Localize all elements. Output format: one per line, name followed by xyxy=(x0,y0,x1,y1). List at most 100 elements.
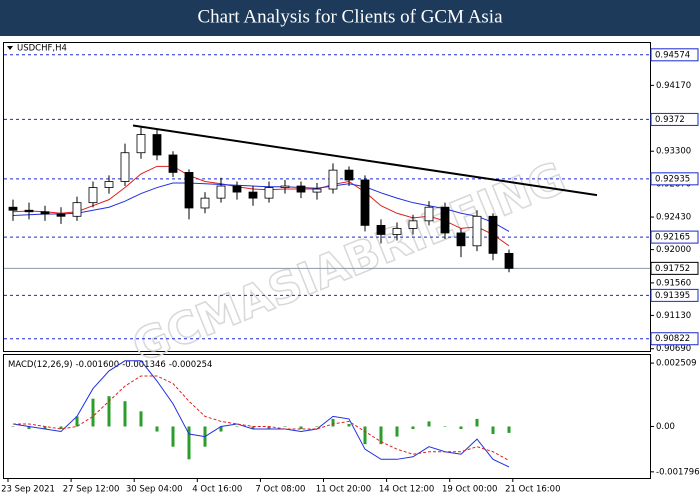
histogram-bar xyxy=(443,426,447,427)
x-tick-label: 19 Oct 00:00 xyxy=(442,485,497,495)
macd-name: MACD(12,26,9) xyxy=(8,360,73,370)
candle-body xyxy=(136,134,146,154)
symbol-label: USDCHF,H4 xyxy=(17,44,67,54)
level-label: 0.91395 xyxy=(655,291,690,301)
y-tick-label: 0.91560 xyxy=(656,278,691,288)
histogram-bar xyxy=(267,426,271,430)
histogram-bar xyxy=(379,426,383,445)
symbol-arrow xyxy=(7,46,13,50)
macd-panel xyxy=(3,354,651,479)
histogram-bar xyxy=(283,426,287,427)
candle-body xyxy=(8,206,18,211)
candle-body xyxy=(88,187,98,204)
candle-body xyxy=(152,134,162,156)
histogram-bar xyxy=(395,426,399,437)
candle-body xyxy=(472,215,482,247)
candle-body xyxy=(280,185,290,188)
level-box xyxy=(650,332,699,346)
histogram-bar xyxy=(491,426,495,435)
candle-body xyxy=(440,206,450,234)
candle-body xyxy=(488,215,498,254)
y-tick-label: 0.92430 xyxy=(656,213,691,223)
candle-body xyxy=(456,232,466,247)
level-label: 0.9372 xyxy=(655,115,685,125)
histogram-bar xyxy=(27,426,31,430)
x-tick-label: 27 Sep 12:00 xyxy=(63,485,120,495)
level-box xyxy=(650,48,699,62)
candle-body xyxy=(40,211,50,215)
histogram-bar xyxy=(315,426,319,427)
candle-body xyxy=(360,179,370,226)
level-box xyxy=(650,172,699,186)
histogram-bar xyxy=(171,426,175,447)
y-tick-label: 0.92000 xyxy=(656,245,691,255)
histogram-bar xyxy=(347,423,351,427)
histogram-bar xyxy=(475,418,479,427)
level-label: 0.94574 xyxy=(655,50,690,60)
candle-body xyxy=(504,252,514,269)
candle-body xyxy=(216,185,226,199)
chart-title: Chart Analysis for Clients of GCM Asia xyxy=(197,6,503,27)
candle-body xyxy=(312,188,322,193)
histogram-bar xyxy=(459,426,463,430)
histogram-bar xyxy=(155,426,159,432)
level-box xyxy=(650,288,699,302)
histogram-bar xyxy=(123,401,127,427)
macd-readout: -0.000254 xyxy=(169,360,213,370)
histogram-bar xyxy=(331,418,335,427)
histogram-bar xyxy=(91,398,95,427)
candle-body xyxy=(120,152,130,182)
histogram-bar xyxy=(75,416,79,427)
y-tick-label: 0.90690 xyxy=(656,344,691,354)
histogram-bar xyxy=(187,426,191,460)
signal-line xyxy=(13,375,510,461)
candle-body xyxy=(392,228,402,235)
y-tick-label: 0.00 xyxy=(656,422,675,432)
histogram-bar xyxy=(299,426,303,430)
trendline xyxy=(132,124,598,197)
candle-body xyxy=(424,206,434,222)
level-label: 0.92165 xyxy=(655,233,690,243)
histogram-bar xyxy=(507,426,511,433)
histogram-bar xyxy=(427,421,431,427)
candle-body xyxy=(248,191,258,199)
macd-label: MACD(12,26,9) -0.001600 -0.001346 -0.000254 xyxy=(8,360,212,370)
candle-body xyxy=(376,224,386,235)
x-tick-label: 23 Sep 2021 xyxy=(1,485,55,495)
y-tick-label: 0.93300 xyxy=(656,147,691,157)
candle-body xyxy=(232,185,242,193)
last-price-label: 0.91752 xyxy=(655,264,690,274)
candle-body xyxy=(328,169,338,190)
candle-body xyxy=(344,169,354,181)
histogram-bar xyxy=(251,426,255,430)
histogram-bar xyxy=(219,426,223,432)
macd-readout: -0.001600 xyxy=(76,360,120,370)
y-tick-label: 0.91130 xyxy=(656,311,691,321)
title-bar xyxy=(0,0,700,36)
candle-body xyxy=(168,154,178,173)
candle-body xyxy=(24,209,34,213)
x-tick-label: 30 Sep 04:00 xyxy=(126,485,183,495)
y-tick-label: -0.001796 xyxy=(656,467,700,477)
level-label: 0.92935 xyxy=(655,174,690,184)
x-tick-label: 21 Oct 16:00 xyxy=(505,485,560,495)
candle-body xyxy=(408,220,418,229)
histogram-bar xyxy=(107,396,111,427)
candle-body xyxy=(296,185,306,193)
histogram-bar xyxy=(411,426,415,430)
histogram-bar xyxy=(235,426,239,427)
x-tick-label: 11 Oct 20:00 xyxy=(316,485,371,495)
last-price-box xyxy=(650,261,699,275)
histogram-bar xyxy=(59,426,63,430)
level-box xyxy=(650,112,699,126)
histogram-bar xyxy=(139,411,143,427)
price-panel xyxy=(3,42,651,352)
candle-body xyxy=(104,181,114,188)
level-label: 0.90822 xyxy=(655,334,690,344)
histogram-bar xyxy=(11,426,15,427)
x-tick-label: 7 Oct 08:00 xyxy=(255,485,305,495)
moving-average xyxy=(12,182,510,232)
histogram-bar xyxy=(363,426,367,445)
candle-body xyxy=(72,202,82,217)
